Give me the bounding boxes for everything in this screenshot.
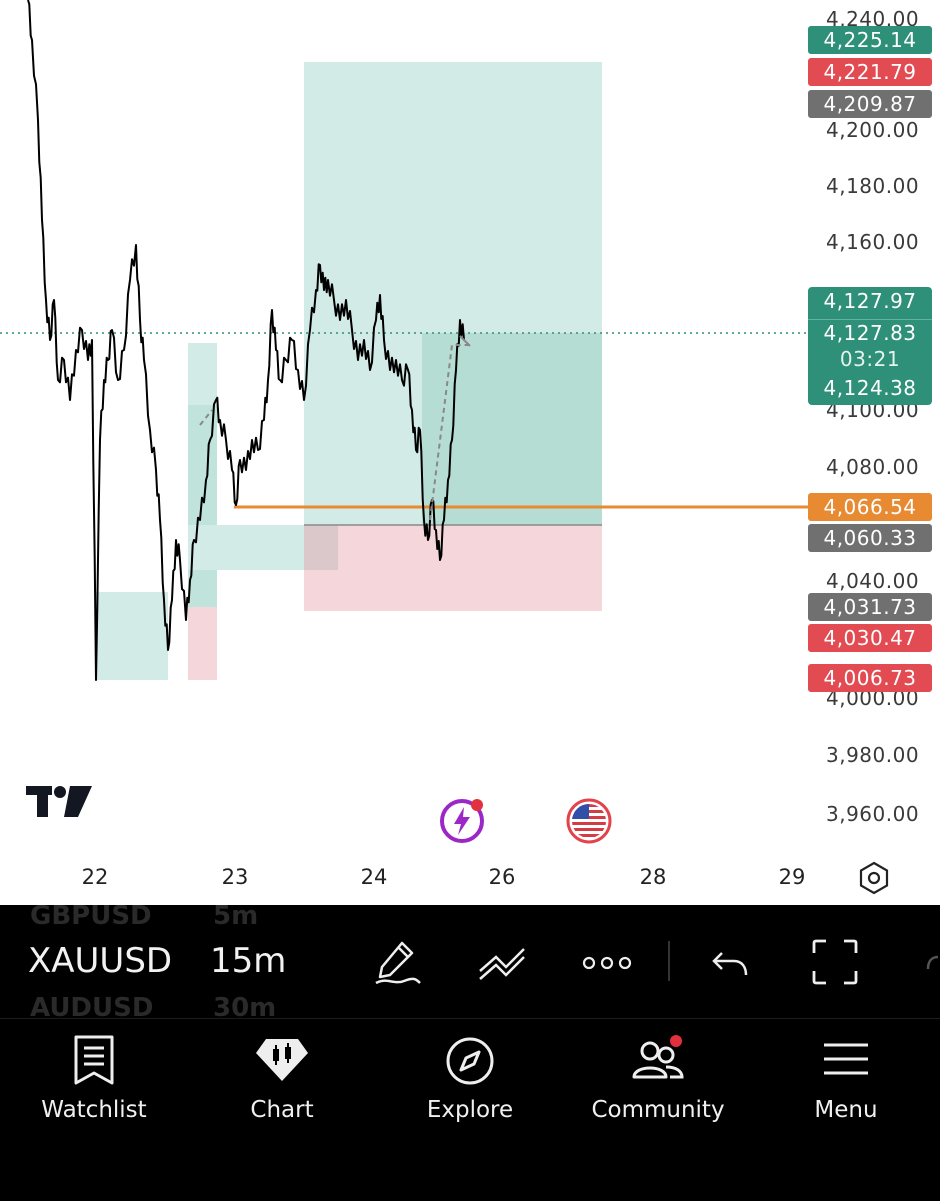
date-axis-label: 22: [81, 865, 109, 889]
nav-item-menu[interactable]: Menu: [752, 1019, 940, 1149]
nav-label: Community: [591, 1097, 725, 1123]
projection-arrowhead: [459, 335, 471, 347]
price-axis-label: 4,160.00: [826, 230, 920, 254]
interval-option[interactable]: 30m: [213, 993, 277, 1018]
more-icon[interactable]: [580, 953, 634, 973]
date-axis-label: 23: [221, 865, 249, 889]
date-axis-label: 24: [360, 865, 388, 889]
price-tag-stop[interactable]: 4,006.73: [808, 664, 932, 692]
date-axis-label: 26: [488, 865, 516, 889]
undo-icon[interactable]: [710, 945, 750, 981]
pen-icon[interactable]: [372, 937, 424, 989]
partial-tool-icon[interactable]: [922, 953, 940, 977]
fullscreen-icon[interactable]: [812, 939, 858, 985]
price-tag-stop[interactable]: 4,030.47: [808, 624, 932, 652]
long-position-loss-zone[interactable]: [304, 525, 602, 611]
us-flag-icon[interactable]: [565, 797, 615, 847]
projection-line: [429, 344, 472, 521]
interval-option[interactable]: 5m: [213, 905, 259, 931]
nav-label: Chart: [250, 1097, 314, 1123]
nav-item-chart[interactable]: Chart: [188, 1019, 376, 1149]
price-axis-label: 4,040.00: [826, 569, 920, 593]
symbol-option[interactable]: AUDUSD: [30, 993, 154, 1018]
nav-item-watchlist[interactable]: Watchlist: [0, 1019, 188, 1149]
price-axis-label: 4,180.00: [826, 174, 920, 198]
position-zone-loss[interactable]: [188, 607, 217, 680]
last-price-value: 4,127.83: [823, 321, 917, 345]
long-position-profit-fill: [422, 333, 602, 525]
price-axis-label: 4,200.00: [826, 118, 920, 142]
position-zone-profit[interactable]: [96, 592, 168, 680]
nav-label: Watchlist: [41, 1097, 147, 1123]
nav-label: Explore: [426, 1097, 514, 1123]
projection-line: [199, 409, 213, 426]
trend-lines-icon[interactable]: [476, 941, 530, 985]
nav-item-community[interactable]: Community: [564, 1019, 752, 1149]
entry-price-tag[interactable]: 4,060.33: [808, 524, 932, 552]
chart-area[interactable]: 4,240.00 4,200.00 4,180.00 4,160.00 4,10…: [0, 0, 940, 905]
price-chart[interactable]: [0, 0, 940, 905]
last-low-value: 4,124.38: [823, 376, 917, 400]
date-axis-label: 29: [778, 865, 806, 889]
nav-label: Menu: [814, 1097, 878, 1123]
hexagon-settings-icon[interactable]: [856, 860, 892, 896]
community-icon: [632, 1035, 684, 1079]
countdown-timer: 03:21: [839, 347, 901, 371]
toolbar-divider: [668, 941, 670, 981]
symbol-selector[interactable]: XAUUSD: [28, 941, 173, 981]
horizontal-line-price-tag[interactable]: 4,066.54: [808, 493, 932, 521]
bottom-navigation: Watchlist Chart Explore Community: [0, 1018, 940, 1201]
chart-icon: [256, 1039, 308, 1081]
lightning-icon[interactable]: [438, 797, 488, 847]
last-price-tag[interactable]: 4,127.97 4,127.83 03:21 4,124.38: [808, 287, 932, 405]
watchlist-icon: [74, 1035, 114, 1085]
date-axis-label: 28: [639, 865, 667, 889]
drawing-toolbar: GBPUSD 5m XAUUSD 15m AUDUSD 30m: [0, 905, 940, 1018]
last-high-value: 4,127.97: [823, 289, 917, 313]
price-axis-label: 4,080.00: [826, 455, 920, 479]
position-zone-profit[interactable]: [188, 405, 217, 607]
price-tag-level[interactable]: 4,209.87: [808, 90, 932, 118]
zone-overlap: [304, 525, 338, 570]
menu-icon: [824, 1043, 868, 1075]
interval-selector[interactable]: 15m: [210, 941, 287, 981]
price-series: [27, 0, 465, 681]
price-tag-level[interactable]: 4,031.73: [808, 593, 932, 621]
price-axis-label: 3,980.00: [826, 743, 920, 767]
tradingview-logo[interactable]: [26, 786, 94, 818]
symbol-option[interactable]: GBPUSD: [30, 905, 152, 931]
compass-icon: [446, 1037, 494, 1085]
price-tag-take-profit[interactable]: 4,225.14: [808, 26, 932, 54]
price-axis-label: 3,960.00: [826, 802, 920, 826]
nav-item-explore[interactable]: Explore: [376, 1019, 564, 1149]
price-tag-stop[interactable]: 4,221.79: [808, 58, 932, 86]
